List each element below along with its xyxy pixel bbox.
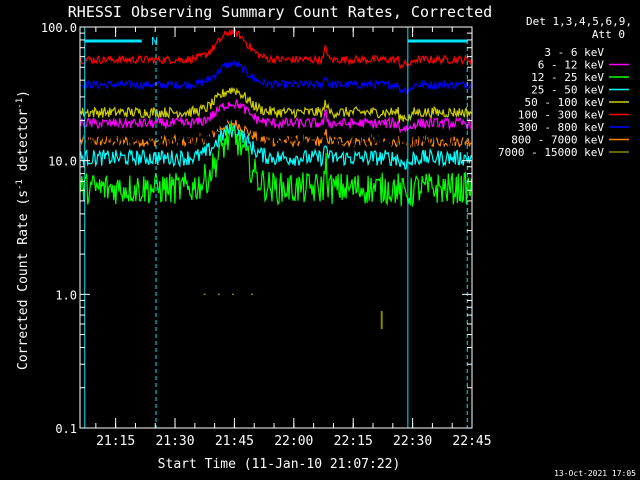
y-axis-label-mid: detector — [16, 109, 31, 180]
legend-label-0: 3 - 6 keV — [544, 46, 604, 59]
series-line-2 — [80, 121, 472, 207]
axes: 100.0 10.0 1.0 0.1 21:15 21:30 21:45 22:00 22:15… — [41, 21, 492, 449]
x-tick-label-2: 21:45 — [215, 434, 254, 449]
y-axis-label-sup-2: -1 — [15, 98, 25, 109]
legend-label-1: 6 - 12 keV — [538, 59, 605, 72]
x-axis-label: Start Time (11-Jan-10 21:07:22) — [158, 457, 401, 472]
x-tick-label-1: 21:30 — [155, 434, 194, 449]
y-axis-label-sup-1: -1 — [15, 179, 25, 190]
x-tick-label-3: 22:00 — [274, 434, 313, 449]
legend-label-2: 12 - 25 keV — [531, 71, 604, 84]
y-tick-label-1: 10.0 — [48, 155, 77, 169]
plot-area: N — [80, 27, 472, 428]
y-axis-label-end: ) — [16, 90, 31, 98]
y-axis-label-main: Corrected Count Rate (s — [16, 190, 31, 370]
x-tick-label-5: 22:30 — [393, 434, 432, 449]
axes-frame — [79, 26, 473, 429]
series-line-5 — [80, 27, 472, 70]
y-tick-label-2: 1.0 — [55, 288, 77, 302]
y-tick-label-0: 100.0 — [41, 21, 77, 35]
legend-label-5: 100 - 300 keV — [518, 109, 604, 122]
series-line-3 — [80, 122, 472, 170]
series-line-4 — [80, 87, 472, 123]
series-line-0 — [80, 105, 472, 152]
y-tick-label-3: 0.1 — [55, 422, 77, 436]
series-line-6 — [80, 59, 472, 96]
x-tick-label-6: 22:45 — [452, 434, 491, 449]
legend-header-line2: Att 0 — [592, 28, 625, 41]
legend-label-4: 50 - 100 keV — [525, 96, 605, 109]
legend-header-line1: Det 1,3,4,5,6,9, — [526, 15, 632, 28]
series-line-1 — [80, 99, 472, 134]
chart-title: RHESSI Observing Summary Count Rates, Co… — [68, 3, 492, 21]
legend-label-8: 7000 - 15000 keV — [498, 146, 604, 159]
flag-label: N — [151, 35, 158, 48]
legend-label-7: 800 - 7000 keV — [511, 134, 604, 147]
y-axis-label: Corrected Count Rate (s-1 detector-1) — [15, 90, 31, 370]
legend-label-3: 25 - 50 keV — [531, 84, 604, 97]
timestamp: 13-Oct-2021 17:05 — [554, 469, 636, 478]
legend-label-6: 300 - 800 keV — [518, 121, 604, 134]
x-tick-label-4: 22:15 — [334, 434, 373, 449]
x-tick-label-0: 21:15 — [96, 434, 135, 449]
